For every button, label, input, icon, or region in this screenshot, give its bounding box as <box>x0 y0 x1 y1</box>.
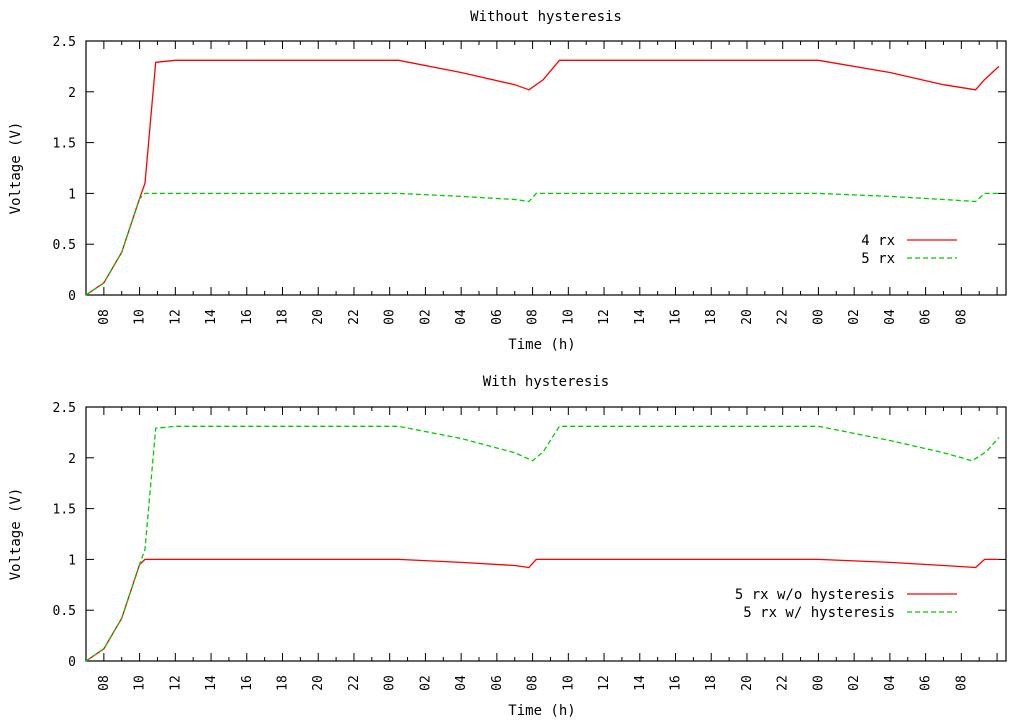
x-tick-label: 16 <box>240 309 255 325</box>
y-tick-label: 2.5 <box>53 35 76 50</box>
x-tick-label: 00 <box>811 675 826 691</box>
x-tick-label: 00 <box>811 309 826 325</box>
x-tick-label: 04 <box>883 675 898 691</box>
x-tick-label: 22 <box>776 675 791 691</box>
x-tick-label: 02 <box>847 675 862 691</box>
x-tick-label: 04 <box>454 675 469 691</box>
series-line-2 <box>85 192 999 296</box>
x-tick-label: 22 <box>347 309 362 325</box>
x-tick-label: 10 <box>561 675 576 691</box>
y-tick-label: 0 <box>68 289 76 304</box>
x-tick-label: 06 <box>490 309 505 325</box>
x-tick-label: 10 <box>133 309 148 325</box>
x-tick-label: 14 <box>204 675 219 691</box>
y-tick-label: 2 <box>68 452 76 467</box>
x-tick-label: 00 <box>383 675 398 691</box>
legend-label: 5 rx w/o hysteresis <box>735 587 895 603</box>
series-line-1 <box>85 558 999 662</box>
y-tick-label: 2.5 <box>53 401 76 416</box>
x-tick-label: 06 <box>919 309 934 325</box>
plot-frame <box>85 40 1007 296</box>
y-tick-label: 1.5 <box>53 137 76 152</box>
y-tick-label: 1 <box>68 187 76 202</box>
x-tick-label: 16 <box>240 675 255 691</box>
x-tick-label: 02 <box>418 309 433 325</box>
chart-panel-1: Without hysteresis 0 0.5 1 1.5 2 2.5 08 10 12 14 16… <box>8 9 1007 353</box>
x-tick-label: 22 <box>776 309 791 325</box>
x-tick-label: 12 <box>597 309 612 325</box>
x-tick-label: 14 <box>633 675 648 691</box>
series-line-2 <box>85 425 1000 662</box>
x-tick-label: 08 <box>526 309 541 325</box>
x-tick-label: 16 <box>669 309 684 325</box>
x-tick-label: 10 <box>133 675 148 691</box>
x-tick-label: 06 <box>490 675 505 691</box>
plot-frame <box>85 406 1007 662</box>
x-tick-label: 08 <box>97 309 112 325</box>
chart-title: With hysteresis <box>483 374 609 390</box>
x-tick-label: 20 <box>740 309 755 325</box>
x-tick-label: 20 <box>311 675 326 691</box>
chart-panel-2: With hysteresis 0 0.5 1 1.5 2 2.5 08 10 12 14 16 18 2… <box>8 374 1007 719</box>
x-tick-label: 14 <box>204 309 219 325</box>
x-tick-label: 04 <box>883 309 898 325</box>
x-tick-label: 22 <box>347 675 362 691</box>
series-line-1 <box>85 59 1000 296</box>
x-tick-label: 06 <box>919 675 934 691</box>
x-tick-label: 08 <box>954 675 969 691</box>
legend-label: 5 rx w/ hysteresis <box>743 605 895 621</box>
x-tick-label: 16 <box>669 675 684 691</box>
y-tick-label: 1.5 <box>53 503 76 518</box>
y-tick-label: 0.5 <box>53 604 76 619</box>
chart-title: Without hysteresis <box>470 9 622 25</box>
y-tick-label: 2 <box>68 86 76 101</box>
x-tick-label: 12 <box>168 309 183 325</box>
x-tick-label: 08 <box>954 309 969 325</box>
x-tick-label: 04 <box>454 309 469 325</box>
x-tick-label: 02 <box>847 309 862 325</box>
legend-label: 4 rx <box>861 233 895 249</box>
x-tick-label: 08 <box>526 675 541 691</box>
legend-label: 5 rx <box>861 251 895 267</box>
x-tick-label: 20 <box>740 675 755 691</box>
x-tick-label: 18 <box>276 309 291 325</box>
x-tick-label: 20 <box>311 309 326 325</box>
x-axis-label: Time (h) <box>508 703 575 719</box>
x-tick-label: 08 <box>97 675 112 691</box>
y-tick-label: 1 <box>68 553 76 568</box>
x-axis-label: Time (h) <box>508 337 575 353</box>
x-tick-label: 12 <box>597 675 612 691</box>
x-tick-label: 02 <box>418 675 433 691</box>
x-tick-label: 12 <box>168 675 183 691</box>
y-tick-label: 0.5 <box>53 238 76 253</box>
y-axis-label: Voltage (V) <box>8 122 24 215</box>
x-tick-label: 18 <box>276 675 291 691</box>
x-tick-label: 10 <box>561 309 576 325</box>
x-tick-label: 00 <box>383 309 398 325</box>
x-tick-label: 14 <box>633 309 648 325</box>
y-tick-label: 0 <box>68 655 76 670</box>
y-axis-label: Voltage (V) <box>8 488 24 581</box>
x-tick-label: 18 <box>704 675 719 691</box>
x-tick-label: 18 <box>704 309 719 325</box>
